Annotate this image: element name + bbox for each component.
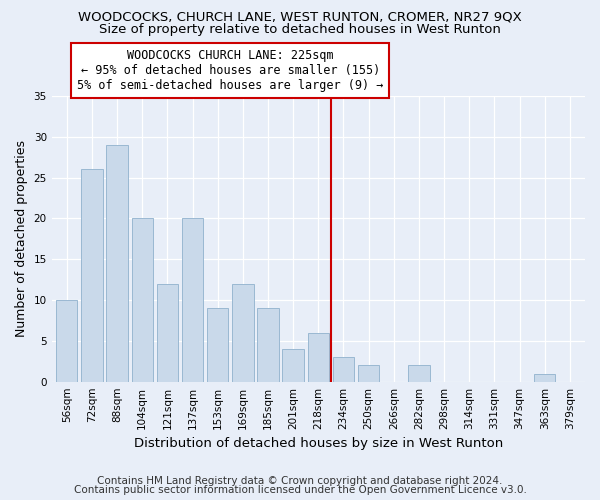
Y-axis label: Number of detached properties: Number of detached properties [15, 140, 28, 338]
Bar [157, 284, 178, 382]
Bar [283, 349, 304, 382]
Bar [232, 284, 254, 382]
Bar [131, 218, 153, 382]
Bar [308, 332, 329, 382]
Bar [56, 300, 77, 382]
Bar [358, 366, 379, 382]
X-axis label: Distribution of detached houses by size in West Runton: Distribution of detached houses by size … [134, 437, 503, 450]
Bar [207, 308, 229, 382]
Bar [534, 374, 556, 382]
Bar [106, 145, 128, 382]
Bar [182, 218, 203, 382]
Text: WOODCOCKS, CHURCH LANE, WEST RUNTON, CROMER, NR27 9QX: WOODCOCKS, CHURCH LANE, WEST RUNTON, CRO… [78, 10, 522, 23]
Bar [333, 357, 354, 382]
Text: Size of property relative to detached houses in West Runton: Size of property relative to detached ho… [99, 22, 501, 36]
Bar [81, 170, 103, 382]
Text: WOODCOCKS CHURCH LANE: 225sqm
← 95% of detached houses are smaller (155)
5% of s: WOODCOCKS CHURCH LANE: 225sqm ← 95% of d… [77, 49, 383, 92]
Bar [408, 366, 430, 382]
Text: Contains public sector information licensed under the Open Government Licence v3: Contains public sector information licen… [74, 485, 526, 495]
Bar [257, 308, 279, 382]
Text: Contains HM Land Registry data © Crown copyright and database right 2024.: Contains HM Land Registry data © Crown c… [97, 476, 503, 486]
